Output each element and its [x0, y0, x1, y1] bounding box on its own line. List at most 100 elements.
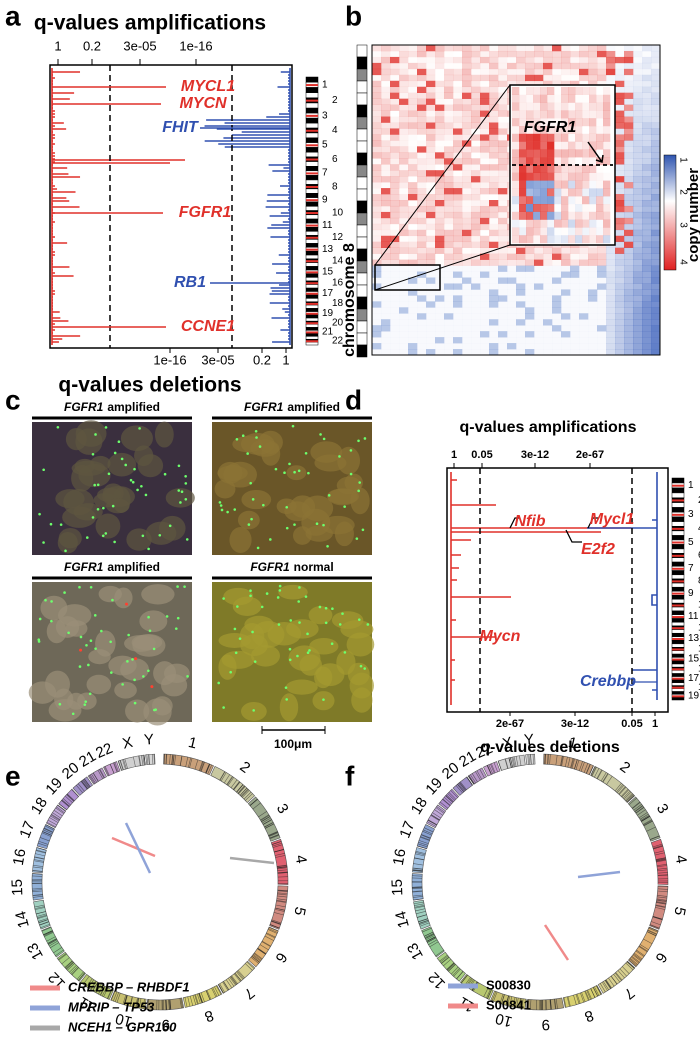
chromosome-number: 8	[698, 576, 700, 587]
band	[594, 986, 600, 996]
heat-cell	[651, 45, 661, 52]
band	[179, 998, 182, 1009]
heat-cell	[588, 295, 598, 302]
heat-cell	[444, 99, 453, 105]
heat-cell	[561, 50, 571, 58]
chromosome-band	[305, 239, 319, 244]
heat-cell	[588, 307, 598, 314]
chromosome-band	[671, 530, 685, 536]
heat-cell	[561, 68, 571, 76]
heat-cell	[453, 176, 463, 183]
signal	[229, 670, 232, 674]
band	[34, 904, 45, 908]
title: q-values amplifications	[34, 12, 266, 35]
heat-cell	[615, 158, 625, 165]
nucleus	[137, 454, 164, 478]
heat-cell	[606, 307, 616, 314]
heat-cell	[453, 158, 463, 165]
heat-cell	[399, 188, 408, 194]
heat-cell	[462, 319, 472, 326]
signal	[89, 639, 93, 643]
chromosome-band	[671, 570, 685, 576]
chromosome-band	[671, 643, 685, 648]
heat-cell	[498, 170, 508, 177]
heat-cell	[381, 134, 390, 140]
band	[553, 999, 556, 1010]
heat-cell	[390, 337, 400, 344]
centromere	[306, 331, 318, 334]
heat-cell	[399, 241, 409, 248]
heat-cell	[408, 236, 417, 242]
heat-cell	[408, 104, 418, 111]
heat-cell	[399, 68, 409, 76]
signal	[50, 619, 53, 623]
heat-cell	[651, 134, 661, 141]
band	[476, 770, 483, 780]
band	[32, 866, 43, 869]
signal	[38, 617, 42, 621]
heat-cell	[642, 241, 652, 248]
heat-cell	[480, 182, 490, 189]
heat-cell	[462, 146, 472, 153]
heat-cell	[435, 92, 445, 99]
inset-cell	[547, 87, 555, 95]
band	[479, 768, 485, 779]
band	[590, 988, 596, 998]
signal	[133, 467, 136, 471]
heat-cell	[462, 194, 472, 201]
centromere	[672, 580, 684, 583]
signal	[101, 534, 105, 538]
heat-cell	[615, 86, 625, 93]
heat-cell	[444, 92, 454, 99]
inset-cell	[568, 157, 576, 166]
heat-cell	[624, 146, 634, 153]
heat-cell	[480, 50, 490, 58]
signal	[110, 671, 113, 674]
heat-cell	[651, 343, 661, 350]
band	[652, 843, 663, 848]
heat-cell	[390, 325, 400, 332]
heat-cell	[426, 343, 436, 350]
heat-cell	[624, 307, 634, 314]
heat-cell	[417, 140, 426, 146]
heat-cell	[426, 98, 436, 105]
heat-cell	[462, 313, 472, 320]
chromosome-label: 8	[582, 1006, 596, 1025]
heat-cell	[480, 81, 489, 87]
inset-cell	[519, 196, 527, 205]
heat-cell	[642, 116, 652, 123]
heat-cell	[471, 319, 481, 326]
heat-cell	[462, 56, 472, 64]
band	[229, 976, 236, 986]
heat-cell	[651, 247, 661, 254]
heat-cell	[615, 319, 625, 326]
heat-cell	[651, 158, 661, 165]
chromosome-band	[305, 287, 319, 292]
heat-cell	[516, 259, 526, 266]
heat-cell	[633, 289, 643, 296]
band	[32, 895, 43, 898]
heat-cell	[435, 45, 445, 52]
heat-cell	[489, 205, 499, 213]
chromosome-band	[671, 650, 685, 655]
heat-cell	[417, 164, 427, 171]
chromosome-number: 6	[698, 550, 700, 561]
inset-cell	[540, 149, 548, 158]
inset-cell	[603, 188, 611, 197]
band	[199, 761, 204, 772]
chromosome-band	[671, 691, 685, 695]
heat-cell	[471, 140, 480, 146]
band	[259, 944, 269, 951]
heat-cell	[615, 265, 625, 272]
band	[412, 867, 423, 870]
heat-cell	[435, 188, 445, 195]
nucleus	[218, 654, 237, 680]
heat-cell	[399, 56, 409, 64]
signal	[253, 660, 257, 663]
band	[264, 822, 274, 828]
heat-cell	[471, 331, 481, 338]
heat-cell	[534, 295, 544, 302]
heat-cell	[579, 295, 589, 302]
inset-cell	[596, 126, 604, 134]
heat-cell	[642, 80, 652, 88]
